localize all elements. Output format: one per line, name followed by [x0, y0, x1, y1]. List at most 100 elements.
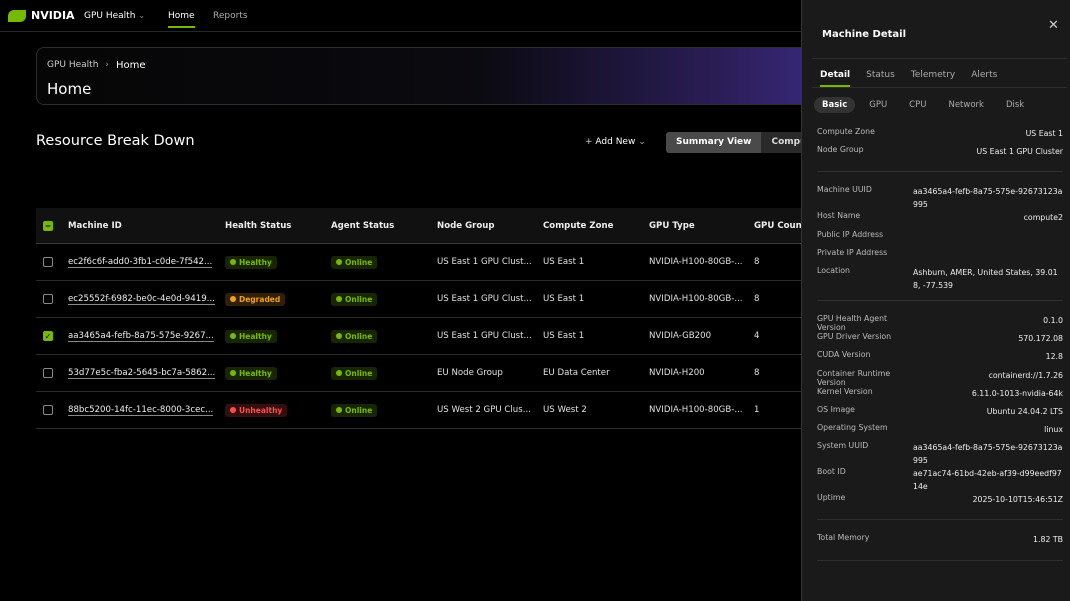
- row-checkbox[interactable]: [43, 405, 53, 415]
- machine-id-link[interactable]: aa3465a4-fefb-8a75-575e-9267...: [68, 330, 214, 342]
- health-badge: Unhealthy: [225, 403, 288, 417]
- tab[interactable]: Status: [866, 70, 895, 80]
- cell: 88bc5200-14fc-11ec-8000-3cec...: [68, 392, 214, 428]
- subtab[interactable]: Basic: [814, 97, 856, 113]
- table-row[interactable]: 53d77e5c-fba2-5645-bc7a-5862... Healthy On…: [36, 355, 801, 392]
- field-value: 12.8: [1045, 352, 1063, 362]
- node-group: US East 1 GPU Clust...: [437, 294, 532, 304]
- header-card: GPU Health › Home Home: [36, 47, 836, 105]
- machine-id-link[interactable]: ec25552f-6982-be0c-4e0d-9419...: [68, 293, 215, 305]
- cell: ✓: [43, 318, 53, 354]
- close-button[interactable]: ✕: [1048, 18, 1059, 33]
- table-row[interactable]: ec2f6c6f-add0-3fb1-c0de-7f542... Healthy O…: [36, 244, 801, 281]
- breadcrumb-item[interactable]: GPU Health: [47, 60, 99, 70]
- field-value: aa3465a4-fefb-8a75-575e-92673123a995: [913, 187, 1063, 210]
- subtab[interactable]: Network: [948, 100, 984, 110]
- field-label: System UUID: [817, 441, 869, 451]
- agent-label: Online: [345, 405, 373, 415]
- agent-badge: Online: [331, 366, 378, 380]
- field-label: Container Runtime Version: [817, 368, 891, 387]
- field-row: OS Image Ubuntu 24.04.2 LTS: [817, 405, 1063, 423]
- machine-id-link[interactable]: 88bc5200-14fc-11ec-8000-3cec...: [68, 404, 214, 416]
- field-label: Host Name: [817, 211, 861, 221]
- machine-id-link[interactable]: 53d77e5c-fba2-5645-bc7a-5862...: [68, 367, 216, 379]
- field-label: Machine UUID: [817, 185, 872, 195]
- nav-link[interactable]: Home: [168, 11, 195, 28]
- fields: Compute Zone US East 1 Node Group US East 1…: [817, 124, 1063, 571]
- health-label: Unhealthy: [239, 405, 283, 415]
- machine-id-link[interactable]: ec2f6c6f-add0-3fb1-c0de-7f542...: [68, 256, 213, 268]
- cell: Healthy: [225, 355, 277, 391]
- subtab[interactable]: GPU: [869, 100, 888, 110]
- status-icon: [336, 296, 342, 302]
- field-label: Operating System: [817, 423, 888, 433]
- field-value: US East 1 GPU Cluster: [976, 147, 1063, 157]
- subtab[interactable]: Disk: [1005, 100, 1025, 110]
- status-icon: [230, 333, 236, 339]
- field-row: Machine UUID aa3465a4-fefb-8a75-575e-9267…: [817, 185, 1063, 211]
- tab[interactable]: Alerts: [971, 70, 998, 80]
- cell: ec25552f-6982-be0c-4e0d-9419...: [68, 281, 215, 317]
- status-icon: [336, 259, 342, 265]
- column-header[interactable]: GPU Count: [754, 220, 806, 231]
- brand: NVIDIA: [31, 9, 75, 22]
- gpu-count: 8: [754, 368, 760, 378]
- cell: Online: [331, 244, 378, 280]
- cell: Online: [331, 355, 378, 391]
- header-cell: ‒: [43, 208, 53, 243]
- health-label: Degraded: [239, 294, 281, 304]
- compute-zone: US East 1: [543, 294, 585, 304]
- field-label: Node Group: [817, 145, 864, 155]
- view-option[interactable]: Compute: [771, 137, 817, 147]
- field-group: Total Memory 1.82 TB: [817, 530, 1063, 561]
- row-checkbox[interactable]: [43, 257, 53, 267]
- column-header[interactable]: GPU Type: [649, 220, 695, 231]
- agent-label: Online: [345, 294, 373, 304]
- table-row[interactable]: ec25552f-6982-be0c-4e0d-9419... Degraded O…: [36, 281, 801, 318]
- table-header: ‒ Machine ID Health Status Agent Status Node…: [36, 208, 806, 244]
- agent-badge: Online: [331, 292, 378, 306]
- status-icon: [230, 370, 236, 376]
- detail-panel: Machine Detail ✕ Detail Status Telemetry Al…: [801, 0, 1070, 601]
- row-checkbox[interactable]: ✓: [43, 331, 53, 341]
- select-all-checkbox[interactable]: ‒: [43, 220, 53, 231]
- table-row[interactable]: ✓ aa3465a4-fefb-8a75-575e-9267... Healthy O…: [36, 318, 801, 355]
- table-row[interactable]: 88bc5200-14fc-11ec-8000-3cec... Unhealthy…: [36, 392, 801, 429]
- column-header[interactable]: Compute Zone: [543, 220, 614, 231]
- row-checkbox[interactable]: [43, 294, 53, 304]
- field-row: Host Name compute2: [817, 211, 1063, 229]
- column-header[interactable]: Health Status: [225, 220, 292, 231]
- machine-table: ‒ Machine ID Health Status Agent Status Node…: [36, 208, 806, 429]
- logo[interactable]: NVIDIA: [8, 9, 75, 22]
- column-header[interactable]: Machine ID: [68, 220, 122, 231]
- health-badge: Degraded: [225, 292, 286, 306]
- column-header[interactable]: Node Group: [437, 220, 495, 231]
- field-value: 570.172.08: [1018, 334, 1063, 344]
- status-icon: [336, 370, 342, 376]
- cell: ec2f6c6f-add0-3fb1-c0de-7f542...: [68, 244, 213, 280]
- agent-badge: Online: [331, 255, 378, 269]
- column-header[interactable]: Agent Status: [331, 220, 395, 231]
- breadcrumb-item: Home: [116, 60, 146, 71]
- field-row: Operating System linux: [817, 423, 1063, 441]
- field-label: GPU Health Agent Version: [817, 313, 888, 332]
- node-group: US East 1 GPU Clust...: [437, 257, 532, 267]
- health-badge: Healthy: [225, 366, 277, 380]
- subtab[interactable]: CPU: [909, 100, 927, 110]
- add-new-button[interactable]: Add New: [585, 137, 646, 147]
- status-icon: [336, 333, 342, 339]
- row-checkbox[interactable]: [43, 368, 53, 378]
- compute-zone: US East 1: [543, 331, 585, 341]
- cell: [43, 355, 53, 391]
- compute-zone: EU Data Center: [543, 368, 610, 378]
- breadcrumb: GPU Health › Home: [47, 60, 146, 71]
- field-row: Container Runtime Version containerd://1.…: [817, 369, 1063, 387]
- health-badge: Healthy: [225, 329, 277, 343]
- app-switcher[interactable]: GPU Health: [84, 11, 145, 21]
- status-icon: [230, 259, 236, 265]
- tab[interactable]: Telemetry: [910, 70, 956, 80]
- tab[interactable]: Detail: [820, 59, 851, 87]
- nav-link[interactable]: Reports: [213, 11, 248, 21]
- view-option[interactable]: Summary View: [666, 132, 762, 153]
- field-label: OS Image: [817, 404, 855, 414]
